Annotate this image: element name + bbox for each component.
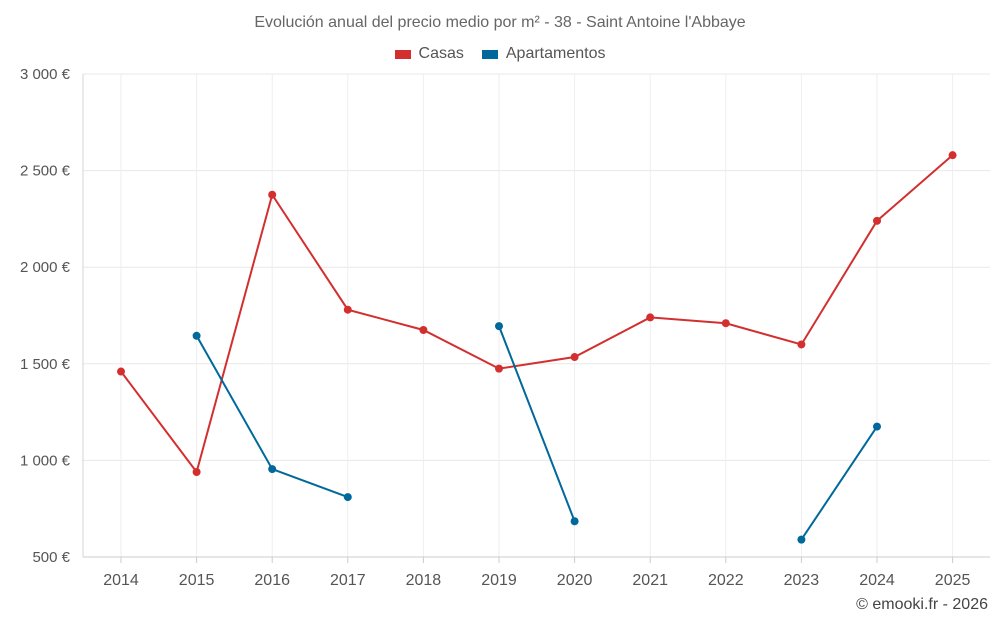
- y-tick-label: 500 €: [32, 549, 70, 566]
- data-point-casas[interactable]: [797, 340, 806, 349]
- data-point-casas[interactable]: [495, 364, 503, 373]
- series-line-apartamentos: [800, 426, 878, 541]
- x-tick-label: 2014: [103, 572, 139, 589]
- x-tick-label: 2021: [632, 572, 668, 589]
- data-point-apartamentos[interactable]: [495, 322, 503, 331]
- copyright-text: © emooki.fr - 2026: [856, 596, 988, 613]
- series-lines: [117, 151, 957, 544]
- data-point-casas[interactable]: [268, 190, 277, 199]
- axes: 500 € 1 000 € 1 500 € 2 000 € 2 500 € 3 000 €…: [20, 66, 990, 589]
- y-tick-label: 1 000 €: [20, 452, 71, 469]
- y-tick-label: 3 000 €: [20, 66, 71, 83]
- x-tick-label: 2022: [708, 572, 744, 589]
- x-tick-label: 2024: [859, 572, 895, 589]
- legend-item-casas[interactable]: Casas: [394, 45, 464, 63]
- x-tick-label: 2018: [406, 572, 442, 589]
- y-tick-label: 1 500 €: [20, 356, 71, 373]
- data-point-apartamentos[interactable]: [873, 422, 881, 431]
- grid-lines: [83, 73, 990, 558]
- data-point-casas[interactable]: [721, 319, 730, 328]
- x-tick-label: 2017: [330, 572, 366, 589]
- data-point-casas[interactable]: [873, 216, 881, 225]
- x-tick-label: 2025: [935, 572, 971, 589]
- data-point-casas[interactable]: [419, 325, 428, 334]
- y-tick-label: 2 000 €: [20, 259, 71, 276]
- data-point-apartamentos[interactable]: [268, 465, 277, 474]
- data-point-apartamentos[interactable]: [797, 535, 806, 544]
- data-point-apartamentos[interactable]: [343, 493, 352, 502]
- chart-title: Evolución anual del precio medio por m² …: [254, 14, 746, 31]
- data-point-casas[interactable]: [646, 313, 655, 322]
- data-point-casas[interactable]: [117, 367, 125, 376]
- data-point-casas[interactable]: [343, 305, 352, 314]
- x-tick-label: 2019: [481, 572, 517, 589]
- data-point-casas[interactable]: [192, 467, 201, 476]
- x-tick-label: 2023: [784, 572, 820, 589]
- data-point-apartamentos[interactable]: [570, 517, 579, 526]
- legend-label-casas: Casas: [418, 45, 464, 62]
- legend-label-apartamentos: Apartamentos: [505, 45, 606, 62]
- series-line-casas: [120, 154, 954, 475]
- legend-swatch-casas: [394, 49, 411, 59]
- series-line-apartamentos: [498, 325, 576, 522]
- data-point-apartamentos[interactable]: [192, 331, 201, 340]
- chart-legend: Casas Apartamentos: [0, 45, 1000, 63]
- legend-item-apartamentos[interactable]: Apartamentos: [481, 45, 606, 63]
- x-tick-label: 2015: [179, 572, 215, 589]
- x-tick-label: 2020: [557, 572, 593, 589]
- data-point-casas[interactable]: [570, 353, 579, 362]
- y-tick-label: 2 500 €: [20, 163, 71, 180]
- x-tick-label: 2016: [254, 572, 290, 589]
- data-point-casas[interactable]: [948, 151, 957, 160]
- legend-swatch-apartamentos: [481, 49, 498, 59]
